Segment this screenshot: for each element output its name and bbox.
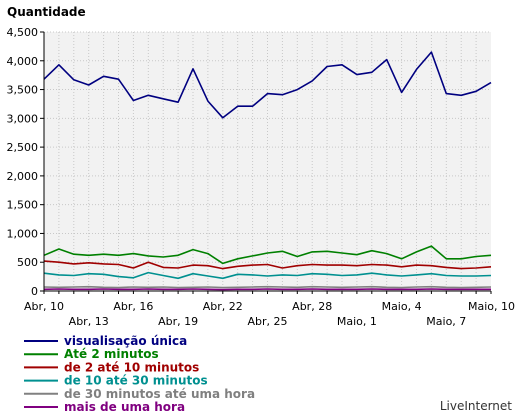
x-tick-label: Abr, 16 bbox=[113, 300, 153, 313]
x-tick-label: Abr, 10 bbox=[24, 300, 64, 313]
legend-label: Até 2 minutos bbox=[64, 347, 159, 361]
legend-item: de 2 até 10 minutos bbox=[24, 360, 199, 374]
chart-title: Quantidade bbox=[7, 5, 86, 19]
series-line-4 bbox=[43, 285, 492, 289]
x-tick-label: Abr, 19 bbox=[158, 315, 198, 328]
legend-item: Até 2 minutos bbox=[24, 347, 159, 361]
x-axis-ticks: Abr, 10 Abr, 13 Abr, 16 Abr, 19 Abr, 22 Abr, … bbox=[24, 291, 515, 328]
y-axis-ticks: 0 500 1,000 1,500 2,000 2,500 3,000 3,500 4,000 4… bbox=[7, 26, 44, 298]
x-tick-label: Abr, 22 bbox=[203, 300, 243, 313]
y-tick-label: 3,500 bbox=[7, 84, 39, 97]
y-tick-label: 1,500 bbox=[7, 199, 39, 212]
series-line-3 bbox=[43, 271, 492, 280]
y-tick-label: 4,000 bbox=[7, 55, 39, 68]
legend-label: de 30 minutos até uma hora bbox=[64, 387, 255, 401]
x-tick-label: Maio, 4 bbox=[382, 300, 422, 313]
series-line-0 bbox=[43, 51, 492, 119]
y-tick-label: 2,500 bbox=[7, 141, 39, 154]
legend-label: de 10 até 30 minutos bbox=[64, 374, 208, 388]
y-tick-label: 0 bbox=[31, 285, 38, 298]
credit-label: LiveInternet bbox=[440, 399, 512, 413]
y-tick-label: 2,000 bbox=[7, 170, 39, 183]
x-tick-label: Abr, 25 bbox=[247, 315, 287, 328]
x-tick-label: Maio, 7 bbox=[426, 315, 466, 328]
series-line-1 bbox=[43, 245, 492, 265]
series-lines bbox=[43, 51, 492, 291]
x-tick-label: Maio, 10 bbox=[468, 300, 515, 313]
x-tick-label: Abr, 13 bbox=[69, 315, 109, 328]
legend-item: visualisação única bbox=[24, 334, 187, 348]
legend-item: de 10 até 30 minutos bbox=[24, 374, 208, 388]
legend-label: mais de uma hora bbox=[64, 400, 185, 414]
grid-lines bbox=[44, 31, 491, 291]
legend-item: de 30 minutos até uma hora bbox=[24, 387, 255, 401]
legend-label: de 2 até 10 minutos bbox=[64, 360, 199, 374]
y-tick-label: 500 bbox=[17, 256, 38, 269]
y-tick-label: 1,000 bbox=[7, 227, 39, 240]
legend-item: mais de uma hora bbox=[24, 400, 185, 414]
series-line-2 bbox=[43, 260, 492, 270]
y-tick-label: 4,500 bbox=[7, 26, 39, 39]
x-tick-label: Maio, 1 bbox=[337, 315, 377, 328]
axes bbox=[43, 32, 491, 292]
y-tick-label: 3,000 bbox=[7, 112, 39, 125]
series-line-5 bbox=[43, 288, 491, 291]
legend-label: visualisação única bbox=[64, 334, 187, 348]
x-tick-label: Abr, 28 bbox=[292, 300, 332, 313]
